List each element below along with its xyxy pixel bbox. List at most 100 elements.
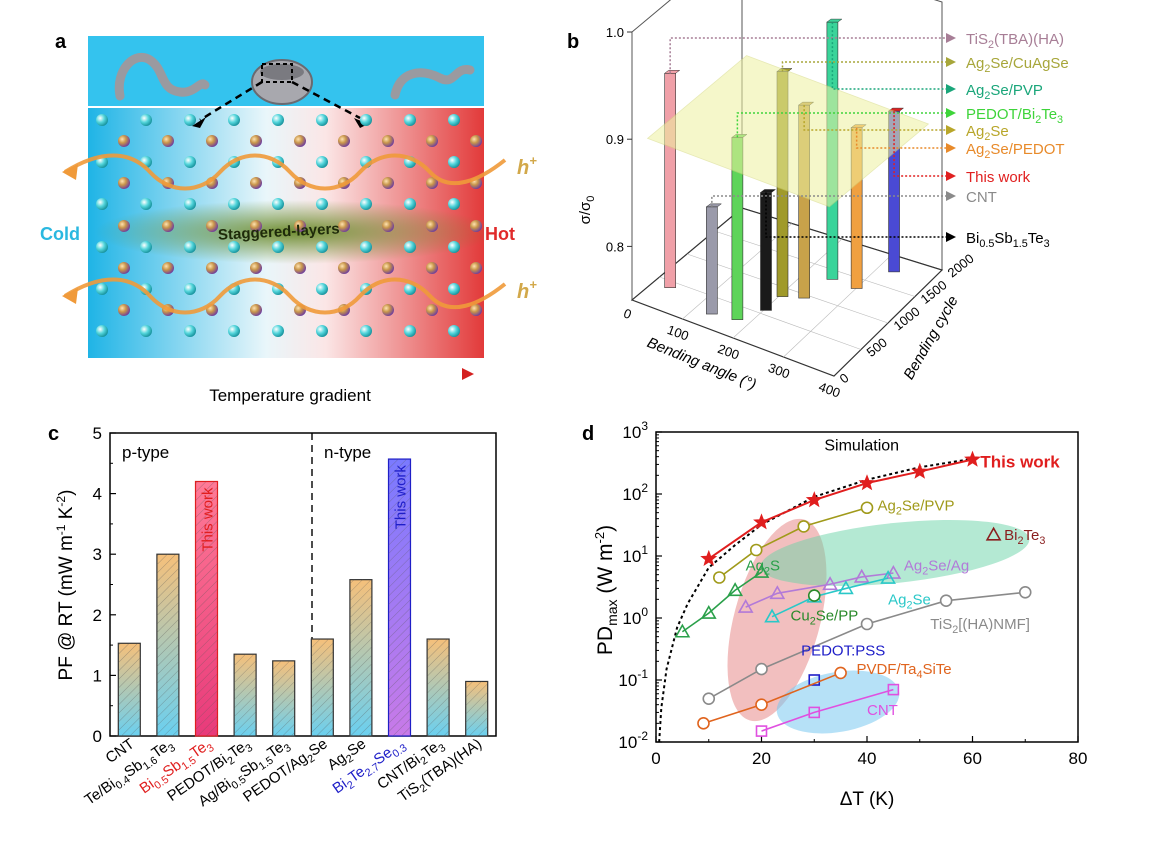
series-label-ag2seag: Ag2Se/Ag bbox=[904, 558, 969, 578]
legend-leader bbox=[803, 105, 950, 131]
this-work-annotation: This work bbox=[200, 487, 217, 552]
carrier-label-top: h+ bbox=[517, 153, 537, 179]
series-line-ag2seag bbox=[745, 572, 894, 608]
legend-leader bbox=[711, 195, 950, 207]
y-tick-label: 0 bbox=[837, 370, 852, 386]
legend-label: This work bbox=[966, 169, 1031, 186]
legend-label-part: Ag bbox=[966, 123, 984, 140]
marker-triangle bbox=[880, 569, 896, 584]
marker-star bbox=[805, 491, 823, 508]
lattice-atom bbox=[250, 262, 262, 274]
legend-label-part: Bi bbox=[966, 230, 979, 247]
legend-label-part: 2 bbox=[984, 149, 990, 161]
marker-circle bbox=[755, 662, 768, 676]
y-axis-label-sub: max bbox=[604, 599, 620, 625]
marker-triangle bbox=[838, 580, 854, 595]
legend-label-part: Se/PEDOT bbox=[990, 141, 1064, 158]
lattice-atom bbox=[162, 220, 174, 232]
lattice-atom bbox=[96, 198, 108, 210]
legend-leader bbox=[781, 61, 950, 72]
lattice-atom bbox=[316, 241, 328, 253]
zoom-box bbox=[261, 63, 293, 83]
lattice-atom bbox=[96, 241, 108, 253]
panel-d-label: d bbox=[582, 423, 594, 445]
bar-top bbox=[826, 18, 843, 23]
marker-triangle bbox=[769, 585, 786, 600]
lattice-atom bbox=[272, 241, 284, 253]
lattice-atom bbox=[272, 114, 284, 126]
lattice-atom bbox=[184, 156, 196, 168]
lattice-atom bbox=[184, 241, 196, 253]
x-tick-label: 100 bbox=[665, 322, 691, 344]
series-line-ag2se bbox=[771, 577, 889, 618]
lattice-atom bbox=[118, 262, 130, 274]
lattice-atom bbox=[206, 262, 218, 274]
marker-circle bbox=[1018, 585, 1032, 599]
lattice-atom bbox=[404, 325, 416, 337]
z-axis-label-main: σ/σ bbox=[577, 201, 594, 224]
category-label-part: 2 bbox=[344, 752, 356, 765]
marker-circle bbox=[702, 692, 716, 705]
series-label-cu2sepp-part: Se/PP bbox=[816, 607, 859, 624]
simulation-curve bbox=[658, 457, 973, 743]
legend-arrowhead bbox=[946, 33, 956, 43]
zoom-arrow-left bbox=[199, 80, 263, 122]
legend-label-part: Ag bbox=[966, 141, 984, 158]
bar-top bbox=[663, 70, 681, 74]
series-label-ag2s-part: S bbox=[770, 558, 780, 575]
panel-c-category-labels: CNTTe/Bi0.4Sb1.6Te3Bi0.5Sb1.5Te3PEDOT/Bi… bbox=[82, 735, 485, 810]
series-label-cu2sepp-part: Cu bbox=[791, 607, 810, 624]
legend-label-part: Te bbox=[1041, 106, 1057, 123]
lattice-atom bbox=[272, 325, 284, 337]
legend-label: Ag2Se bbox=[966, 123, 1009, 143]
marker-star bbox=[700, 549, 718, 567]
carrier-label-bottom: h+ bbox=[517, 277, 537, 303]
legend-label: Ag2Se/CuAgSe bbox=[966, 55, 1069, 75]
series-label-tis2hanmf-part: [(HA)NMF] bbox=[958, 616, 1030, 633]
lattice-atom bbox=[206, 220, 218, 232]
lattice-atom bbox=[162, 135, 174, 147]
marker-triangle bbox=[764, 608, 780, 623]
legend-label-part: 2 bbox=[984, 63, 990, 75]
category-label-part: 3 bbox=[205, 742, 217, 755]
series-label-thiswork-part: This work bbox=[980, 453, 1060, 472]
marker-circle bbox=[807, 589, 821, 602]
legend-label-part: 0.5 bbox=[979, 238, 994, 250]
panel-b-bars bbox=[646, 18, 930, 320]
marker-star bbox=[753, 513, 770, 530]
series-line-ag2sepvp bbox=[718, 506, 868, 579]
lattice-atom bbox=[316, 283, 328, 295]
series-label-pedotpss: PEDOT:PSS bbox=[801, 642, 885, 659]
x-tick-label: 0 bbox=[622, 305, 634, 322]
marker-circle bbox=[860, 501, 874, 515]
lattice-atom bbox=[360, 241, 372, 253]
y-tick-label: 4 bbox=[93, 485, 102, 504]
panel-a-label: a bbox=[55, 31, 67, 53]
y-axis-label-part: ) bbox=[56, 490, 77, 496]
series-line-cnt bbox=[761, 688, 894, 732]
lattice-atom bbox=[118, 304, 130, 316]
series-label-bi2te3-part: 2 bbox=[1017, 535, 1023, 547]
series-line-thiswork bbox=[708, 458, 973, 560]
lattice-atom bbox=[250, 220, 262, 232]
series-label-cu2sepp-part: 2 bbox=[810, 615, 816, 627]
bar-hatch bbox=[427, 639, 450, 736]
panel-a: a h+ h+ Cold Hot Staggered-layers Temper… bbox=[40, 31, 537, 405]
simulation-label: Simulation bbox=[824, 438, 899, 455]
lattice-atom bbox=[382, 304, 394, 316]
y-tick-label: 2 bbox=[93, 606, 102, 625]
lattice-atom bbox=[250, 135, 262, 147]
legend-label-part: PEDOT/Bi bbox=[966, 106, 1035, 123]
marker-triangle bbox=[737, 598, 754, 613]
marker-circle bbox=[712, 571, 726, 584]
lattice-atom bbox=[294, 262, 306, 274]
series-label-ag2sepvp-part: Se/PVP bbox=[902, 498, 955, 515]
legend-label-part: TiS bbox=[966, 31, 988, 48]
legend-arrowhead bbox=[946, 143, 956, 153]
category-label-part: 2 bbox=[345, 779, 357, 792]
y-tick-exp: 2 bbox=[641, 481, 648, 495]
lattice-atom bbox=[338, 262, 350, 274]
lattice-atom bbox=[96, 325, 108, 337]
